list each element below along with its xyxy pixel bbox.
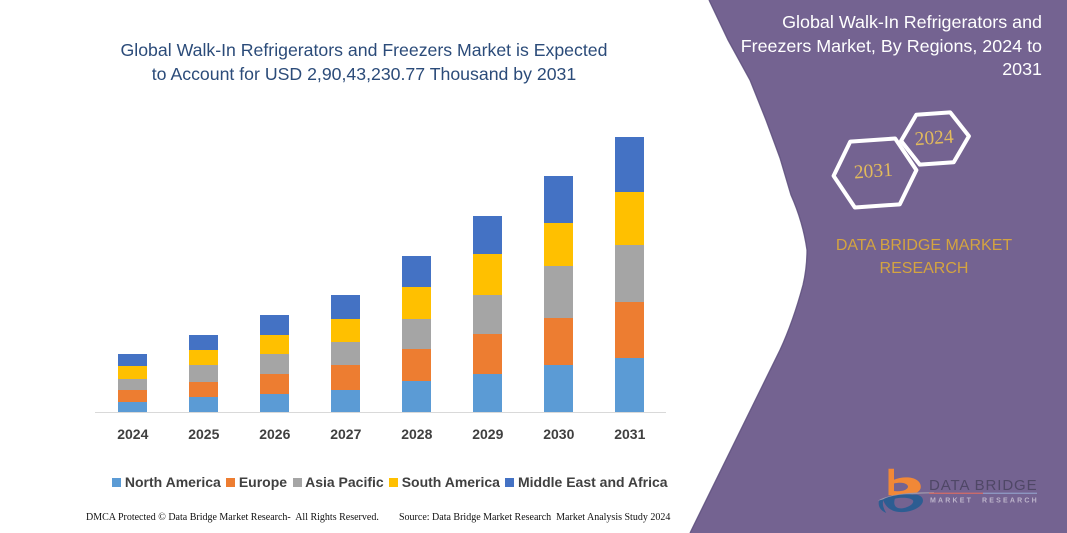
svg-text:MARKET: MARKET [930,498,973,505]
svg-text:2031: 2031 [853,160,893,184]
svg-text:DATA BRIDGE: DATA BRIDGE [929,477,1038,494]
svg-text:2024: 2024 [914,127,955,151]
svg-text:RESEARCH: RESEARCH [982,498,1039,505]
